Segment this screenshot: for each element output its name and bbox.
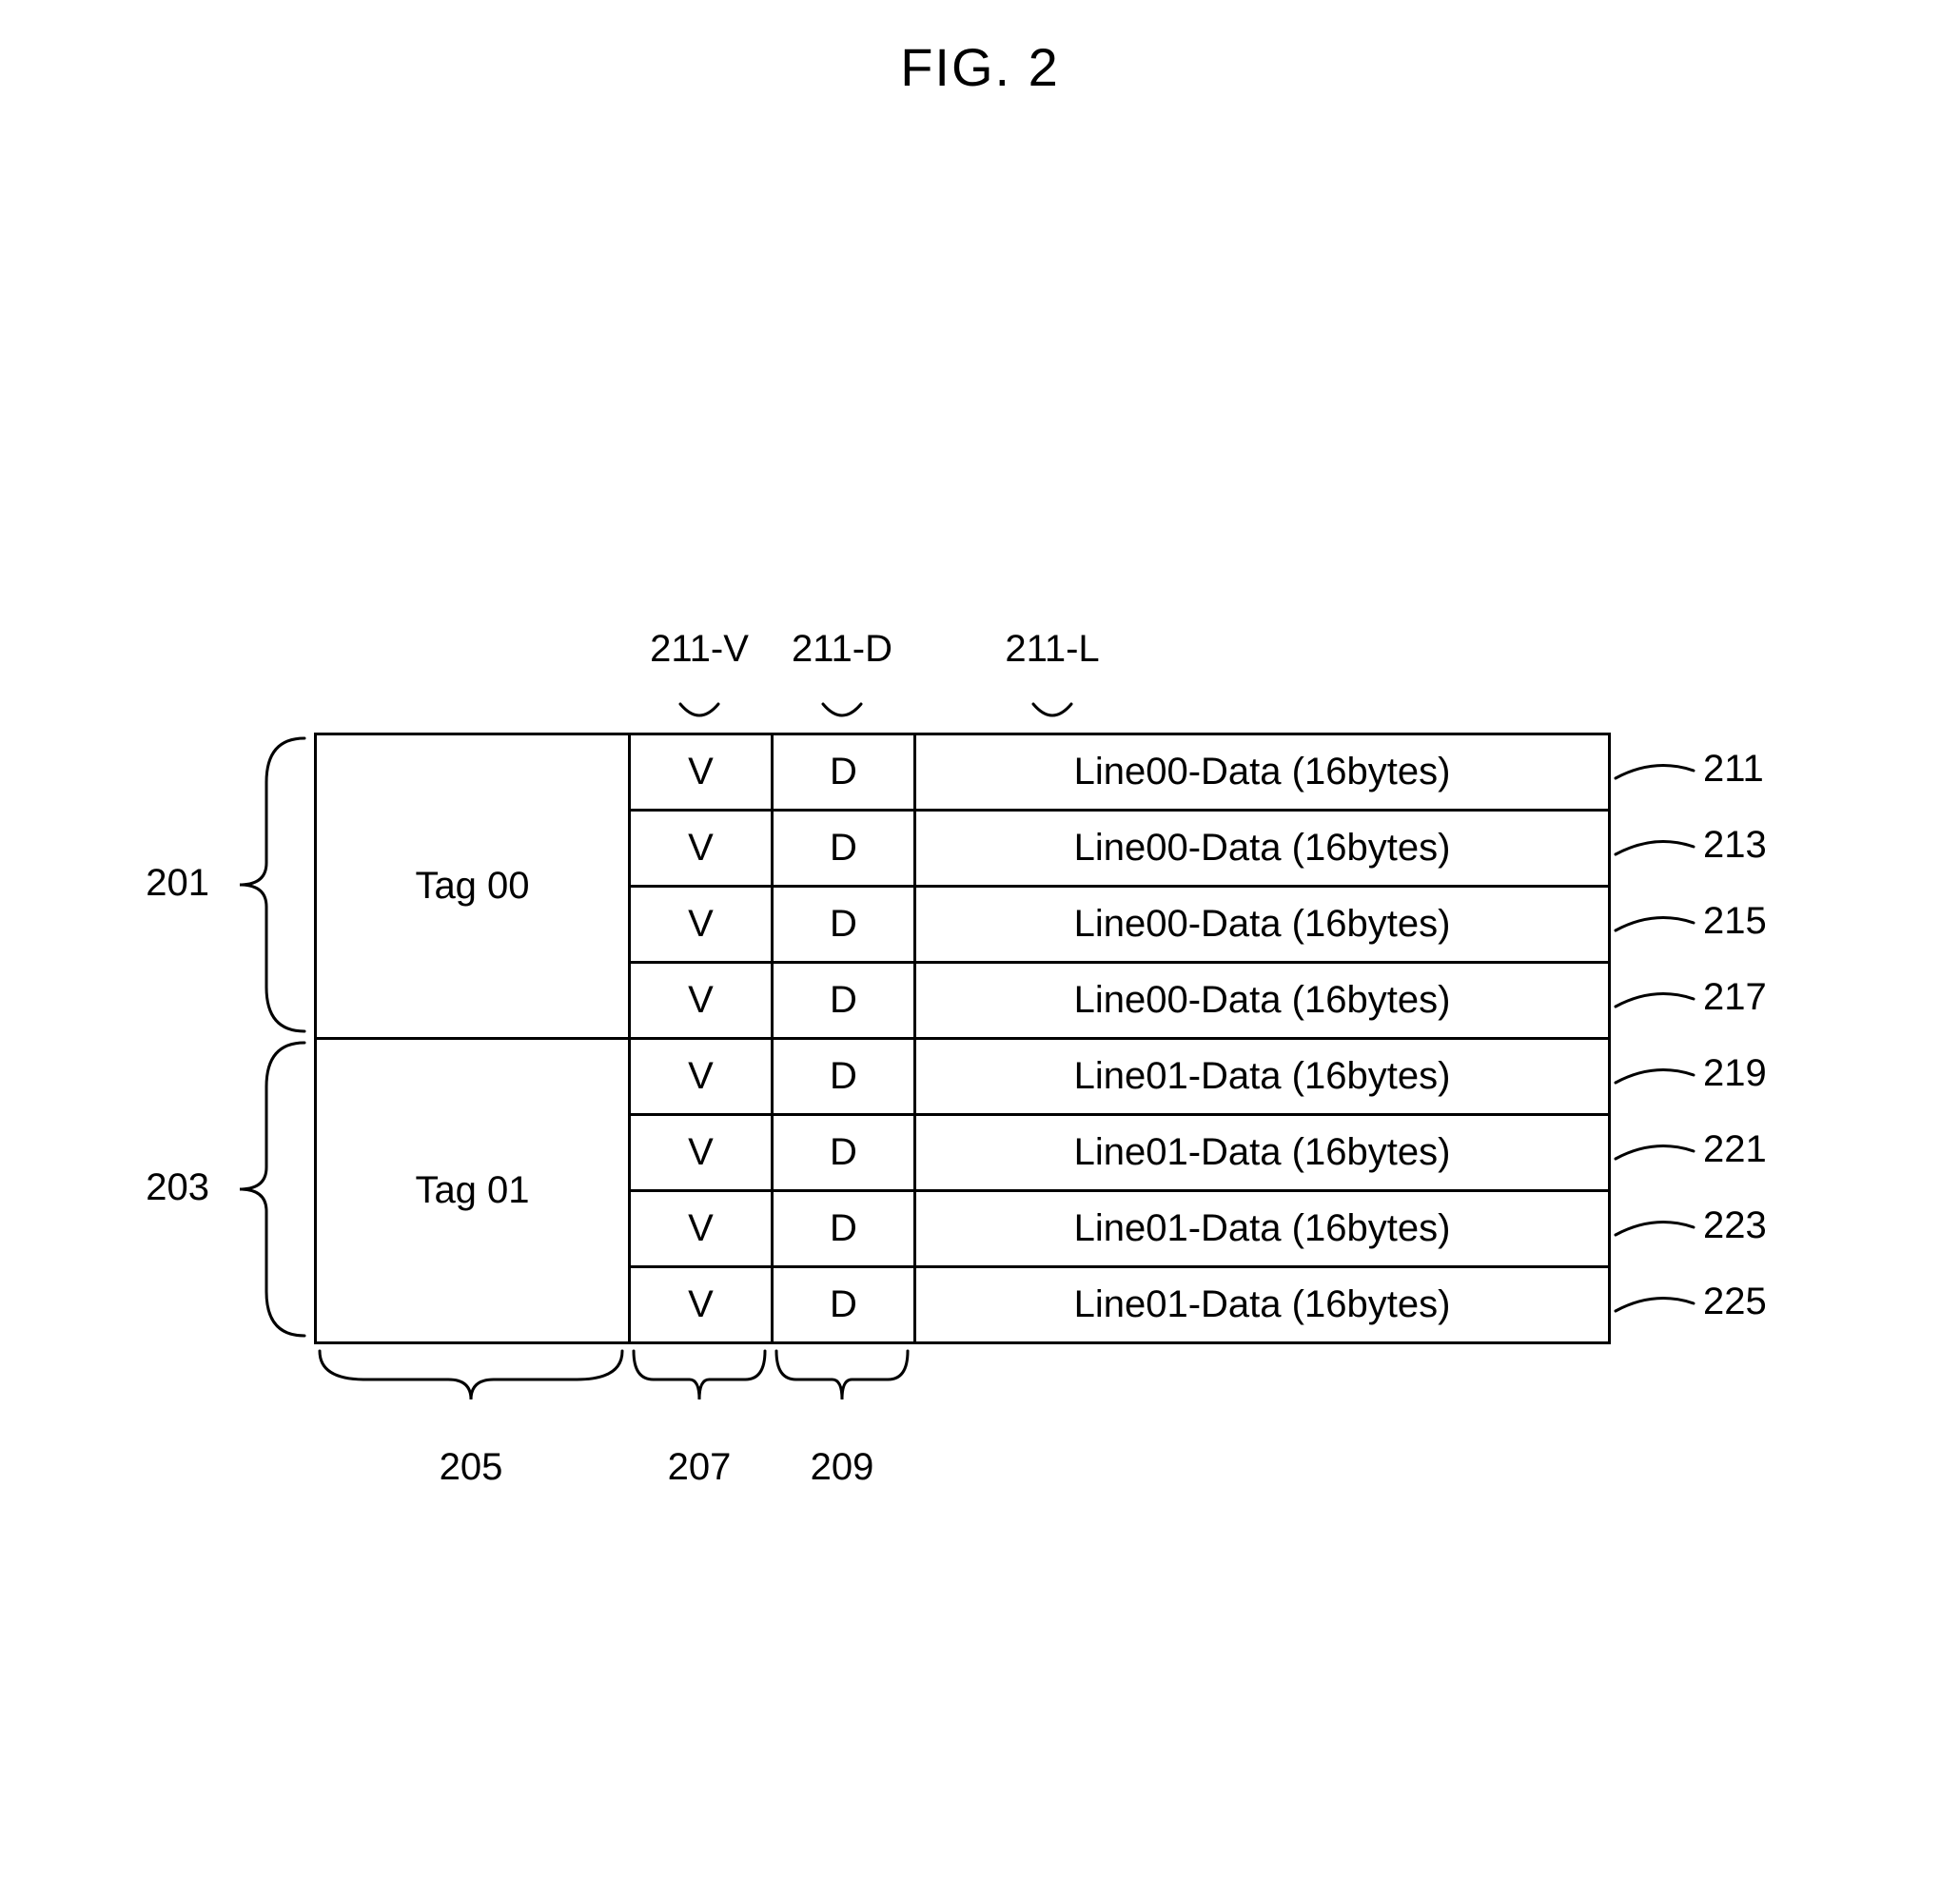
row-ref-label: 223 <box>1703 1204 1767 1247</box>
cache-structure-table: Tag 00VDLine00-Data (16bytes)VDLine00-Da… <box>314 733 1611 1344</box>
data-cell: Line00-Data (16bytes) <box>915 811 1610 887</box>
d-cell: D <box>773 887 915 963</box>
row-ref-label: 213 <box>1703 824 1767 867</box>
top-col-label: 211-D <box>766 628 918 671</box>
figure-title: FIG. 2 <box>790 36 1170 98</box>
d-cell: D <box>773 734 915 811</box>
data-cell: Line01-Data (16bytes) <box>915 1191 1610 1267</box>
data-cell: Line00-Data (16bytes) <box>915 963 1610 1039</box>
row-group-label: 201 <box>95 862 209 905</box>
tag-cell: Tag 01 <box>316 1039 630 1343</box>
row-ref-label: 217 <box>1703 976 1767 1019</box>
tag-cell: Tag 00 <box>316 734 630 1039</box>
top-col-label: 211-L <box>976 628 1128 671</box>
row-group-label: 203 <box>95 1166 209 1209</box>
v-cell: V <box>630 811 773 887</box>
bottom-col-label: 207 <box>642 1446 756 1489</box>
figure-canvas: FIG. 2 Tag 00VDLine00-Data (16bytes)VDLi… <box>0 0 1960 1898</box>
d-cell: D <box>773 963 915 1039</box>
data-cell: Line00-Data (16bytes) <box>915 887 1610 963</box>
v-cell: V <box>630 1115 773 1191</box>
row-ref-label: 215 <box>1703 900 1767 943</box>
d-cell: D <box>773 1267 915 1343</box>
data-cell: Line01-Data (16bytes) <box>915 1267 1610 1343</box>
d-cell: D <box>773 1039 915 1115</box>
data-cell: Line00-Data (16bytes) <box>915 734 1610 811</box>
v-cell: V <box>630 734 773 811</box>
d-cell: D <box>773 1191 915 1267</box>
row-ref-label: 211 <box>1703 748 1764 791</box>
v-cell: V <box>630 1191 773 1267</box>
row-ref-label: 221 <box>1703 1128 1767 1171</box>
top-col-label: 211-V <box>623 628 775 671</box>
v-cell: V <box>630 1039 773 1115</box>
data-cell: Line01-Data (16bytes) <box>915 1039 1610 1115</box>
v-cell: V <box>630 1267 773 1343</box>
row-ref-label: 225 <box>1703 1281 1767 1323</box>
bottom-col-label: 205 <box>414 1446 528 1489</box>
table-row: Tag 00VDLine00-Data (16bytes) <box>316 734 1610 811</box>
table-row: Tag 01VDLine01-Data (16bytes) <box>316 1039 1610 1115</box>
data-cell: Line01-Data (16bytes) <box>915 1115 1610 1191</box>
v-cell: V <box>630 963 773 1039</box>
d-cell: D <box>773 1115 915 1191</box>
v-cell: V <box>630 887 773 963</box>
d-cell: D <box>773 811 915 887</box>
row-ref-label: 219 <box>1703 1052 1767 1095</box>
bottom-col-label: 209 <box>785 1446 899 1489</box>
